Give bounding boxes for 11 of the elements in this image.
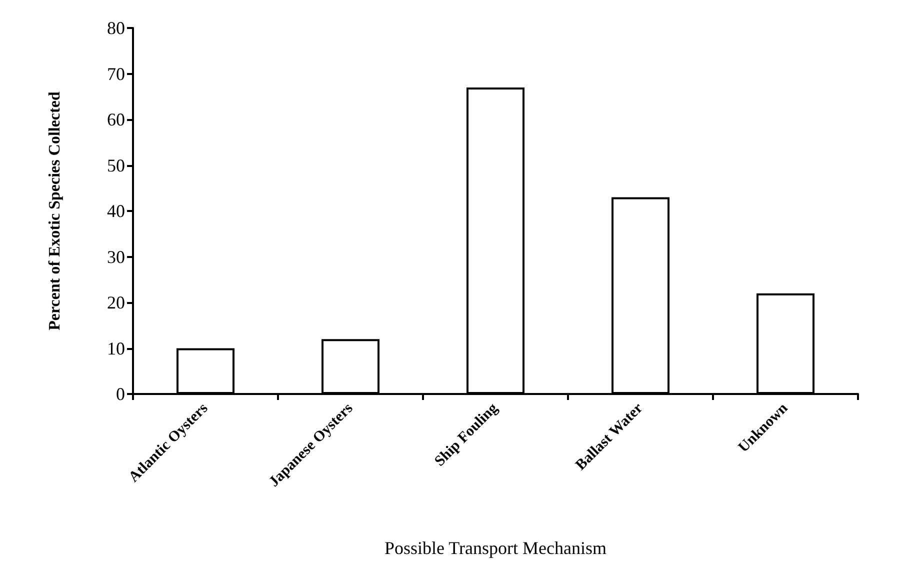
x-axis-title: Possible Transport Mechanism bbox=[384, 538, 607, 558]
y-tick-label: 60 bbox=[107, 110, 125, 130]
y-tick-label: 40 bbox=[107, 201, 125, 221]
y-tick-label: 80 bbox=[107, 18, 125, 38]
y-tick-label: 70 bbox=[107, 64, 125, 84]
y-tick-label: 30 bbox=[107, 246, 125, 267]
y-tick-label: 10 bbox=[107, 338, 125, 358]
y-tick-label: 20 bbox=[107, 292, 125, 312]
y-tick-label: 0 bbox=[116, 384, 125, 404]
y-axis-title: Percent of Exotic Species Collected bbox=[46, 92, 64, 330]
y-tick-label: 50 bbox=[107, 155, 125, 176]
